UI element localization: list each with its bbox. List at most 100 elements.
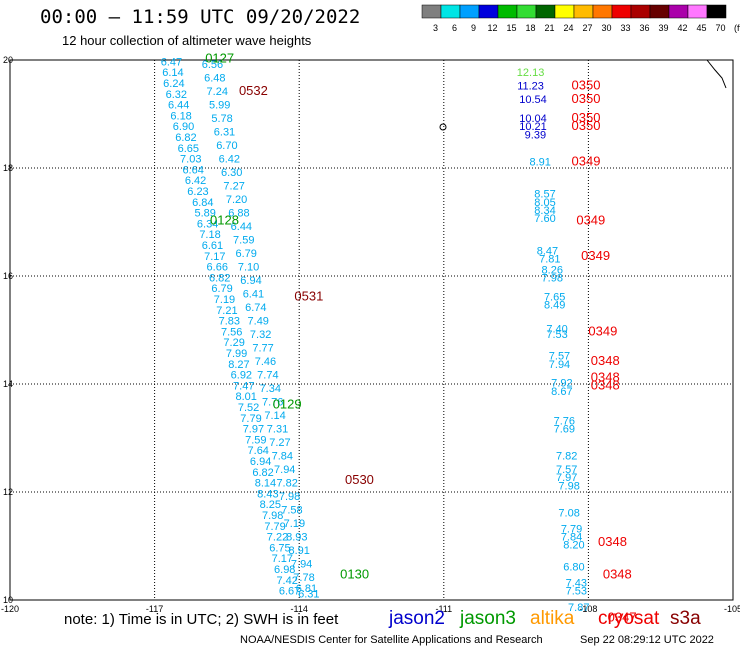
wave-height-label-2-22: 8.67: [551, 386, 572, 398]
wave-height-label-1-2: 7.24: [207, 86, 228, 98]
chart-subtitle: 12 hour collection of altimeter wave hei…: [62, 33, 312, 48]
colorbar-swatch-1: [440, 4, 461, 19]
wave-height-label-1-12: 6.44: [231, 221, 252, 233]
wave-height-label-2-11: 8.47: [537, 245, 558, 257]
pass-time-label-1: 0532: [239, 83, 268, 98]
wave-height-label-1-9: 7.27: [223, 181, 244, 193]
wave-height-label-2-24: 7.69: [554, 424, 575, 436]
y-tick-label-3: 16: [3, 271, 13, 281]
colorbar-label-7: 24: [563, 23, 573, 33]
wave-height-label-1-15: 7.10: [238, 262, 259, 274]
wave-height-label-1-34: 7.19: [284, 518, 305, 530]
wave-height-label-1-35: 8.93: [286, 532, 307, 544]
wave-height-label-0-32: 7.52: [238, 402, 259, 414]
colorbar-swatch-15: [706, 4, 727, 19]
wave-height-label-2-15: 7.65: [544, 291, 565, 303]
pass-time-label-13: 0348: [591, 369, 620, 384]
wave-height-label-2-0: 12.13: [517, 67, 545, 79]
wave-height-label-0-48: 7.42: [276, 575, 297, 587]
wave-height-label-2-20: 7.94: [549, 359, 570, 371]
wave-height-label-2-5: 9.39: [525, 129, 546, 141]
wave-height-label-1-39: 6.81: [296, 583, 317, 595]
legend-s3a: s3a: [670, 608, 701, 630]
wave-height-label-0-18: 7.17: [204, 251, 225, 263]
wave-height-label-2-18: 7.53: [546, 329, 567, 341]
wave-height-label-1-17: 6.41: [243, 289, 264, 301]
wave-height-label-1-37: 7.94: [291, 559, 312, 571]
wave-height-label-0-13: 6.84: [192, 197, 213, 209]
wave-height-label-2-31: 7.84: [561, 532, 582, 544]
wave-height-label-1-40: 6.31: [298, 588, 319, 600]
wave-height-label-1-13: 7.59: [233, 235, 254, 247]
wave-height-label-0-41: 8.25: [260, 499, 281, 511]
x-tick-label-5: -105: [724, 604, 740, 614]
colorbar-swatch-11: [630, 4, 651, 19]
wave-height-label-0-24: 7.83: [219, 316, 240, 328]
colorbar-swatch-5: [516, 4, 537, 19]
wave-height-label-0-6: 6.90: [173, 121, 194, 133]
wave-height-label-1-26: 7.14: [264, 410, 285, 422]
wave-height-label-2-7: 8.57: [534, 189, 555, 201]
legend-altika-label: altika: [530, 608, 575, 629]
pass-time-label-5: 0350: [572, 118, 601, 133]
wave-height-label-1-32: 7.98: [279, 491, 300, 503]
wave-height-label-2-25: 7.82: [556, 451, 577, 463]
pass-time-label-6: 0349: [572, 153, 601, 168]
wave-height-label-1-24: 7.34: [260, 383, 281, 395]
wave-height-label-0-9: 7.03: [180, 154, 201, 166]
wave-height-label-0-11: 6.42: [185, 175, 206, 187]
pass-time-label-9: 0349: [581, 248, 610, 263]
wave-height-label-2-28: 7.98: [558, 480, 579, 492]
wave-height-label-1-25: 7.76: [262, 397, 283, 409]
y-tick-label-1: 12: [3, 487, 13, 497]
colorbar-label-9: 30: [601, 23, 611, 33]
wave-height-label-2-19: 7.57: [549, 351, 570, 363]
pass-time-label-0: 0127: [205, 51, 234, 66]
wave-height-label-1-5: 6.31: [214, 127, 235, 139]
wave-height-label-0-44: 7.22: [267, 532, 288, 544]
colorbar-swatch-3: [478, 4, 499, 19]
colorbar-label-15: 70: [715, 23, 725, 33]
wave-height-label-0-36: 7.64: [248, 445, 269, 457]
wave-height-label-2-12: 7.81: [539, 254, 560, 266]
wave-height-label-0-0: 6.47: [161, 56, 182, 68]
wave-height-label-2-27: 7.97: [556, 472, 577, 484]
wave-height-label-0-37: 6.94: [250, 456, 271, 468]
colorbar-label-11: 36: [639, 23, 649, 33]
wave-height-label-0-23: 7.21: [216, 305, 237, 317]
wave-height-label-0-20: 6.82: [209, 272, 230, 284]
wave-height-label-0-17: 6.61: [202, 240, 223, 252]
legend-s3a-label: s3a: [670, 608, 701, 629]
x-tick-label-4: -108: [579, 604, 597, 614]
wave-height-label-0-4: 6.44: [168, 100, 189, 112]
colorbar-swatch-10: [611, 4, 632, 19]
colorbar-label-16: (ft): [734, 23, 740, 33]
wave-height-label-2-17: 7.40: [546, 324, 567, 336]
wave-height-label-2-4: 10.21: [519, 121, 547, 133]
coastline: [706, 59, 727, 89]
colorbar-label-5: 18: [525, 23, 535, 33]
wave-height-label-1-36: 8.91: [288, 545, 309, 557]
colorbar-swatch-12: [649, 4, 670, 19]
colorbar-label-10: 33: [620, 23, 630, 33]
wave-height-label-2-23: 7.76: [554, 416, 575, 428]
wave-height-label-0-46: 7.17: [272, 553, 293, 565]
colorbar-label-0: 3: [433, 23, 438, 33]
legend-altika: altika: [530, 608, 574, 630]
wave-height-label-0-16: 7.18: [199, 229, 220, 241]
legend-cryosat: cryosat: [598, 608, 659, 630]
wave-height-label-1-19: 7.49: [248, 316, 269, 328]
colorbar-swatch-8: [573, 4, 594, 19]
wave-height-label-1-10: 7.20: [226, 194, 247, 206]
wave-height-label-0-8: 6.65: [178, 143, 199, 155]
wave-height-label-0-28: 8.27: [228, 359, 249, 371]
wave-height-label-1-20: 7.32: [250, 329, 271, 341]
wave-height-label-2-8: 8.05: [534, 197, 555, 209]
colorbar-swatch-0: [421, 4, 442, 19]
legend-cryosat-label: cryosat: [598, 608, 660, 629]
y-tick-label-0: 10: [3, 595, 13, 605]
wave-height-label-0-25: 7.56: [221, 326, 242, 338]
pass-time-label-7: 0128: [210, 213, 239, 228]
wave-height-label-0-29: 6.92: [231, 370, 252, 382]
wave-height-label-0-21: 6.79: [211, 283, 232, 295]
